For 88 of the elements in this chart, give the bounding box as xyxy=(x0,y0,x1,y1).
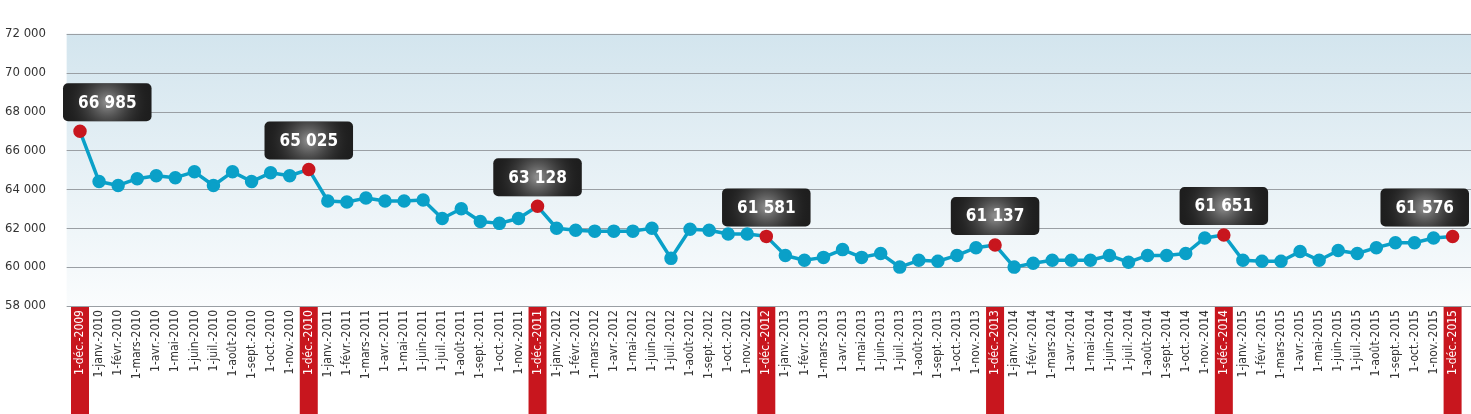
data-label: 65 025 xyxy=(279,129,339,150)
x-tick-label: 1-juil.-2012 xyxy=(663,310,678,372)
x-tick-label: 1-févr.-2012 xyxy=(567,310,582,376)
x-tick-label: 1-janv.-2011 xyxy=(319,310,334,378)
x-tick-label: 1-janv.-2014 xyxy=(1006,309,1021,378)
x-tick-label: 1-juil.-2011 xyxy=(434,310,449,372)
x-tick-label: 1-sept.-2014 xyxy=(1158,309,1173,379)
x-tick-label: 1-janv.-2010 xyxy=(91,309,106,378)
x-tick-label: 1-avr.-2013 xyxy=(834,310,849,372)
x-tick-label: 1-mars-2012 xyxy=(586,310,601,380)
x-tick-label: 1-janv.-2012 xyxy=(548,310,563,378)
x-tick-label: 1-juin-2013 xyxy=(872,310,887,372)
x-tick-label: 1-oct.-2011 xyxy=(491,310,506,373)
x-tick-label: 1-août-2014 xyxy=(1139,309,1154,377)
x-tick-label: 1-avr.-2011 xyxy=(377,310,392,372)
x-tick-label: 1-nov.-2015 xyxy=(1425,310,1440,375)
x-tick-label: 1-oct.-2013 xyxy=(949,310,964,373)
x-tick-label: 1-nov.-2012 xyxy=(739,310,754,375)
x-tick-label: 1-déc.-2013 xyxy=(987,310,1002,375)
x-tick-label: 1-févr.-2013 xyxy=(796,310,811,376)
x-tick-label: 1-avr.-2010 xyxy=(148,309,163,372)
x-tick-label: 1-oct.-2014 xyxy=(1177,309,1192,373)
x-tick-label: 1-juil.-2014 xyxy=(1120,309,1135,372)
x-tick-label: 1-oct.-2012 xyxy=(720,310,735,373)
x-tick-label: 1-déc.-2014 xyxy=(1215,309,1230,375)
x-tick-label: 1-avr.-2012 xyxy=(605,310,620,372)
x-tick-label: 1-déc.-2015 xyxy=(1444,310,1459,375)
x-tick-label: 1-mars-2010 xyxy=(129,309,144,380)
y-tick-label: 60 000 xyxy=(5,258,46,274)
x-tick-label: 1-févr.-2011 xyxy=(339,310,354,376)
data-label: 63 128 xyxy=(508,166,567,187)
y-tick-label: 64 000 xyxy=(5,180,46,196)
x-tick-label: 1-août-2015 xyxy=(1368,310,1383,377)
y-tick-label: 70 000 xyxy=(5,64,46,80)
x-tick-label: 1-oct.-2010 xyxy=(262,309,277,373)
data-label: 61 137 xyxy=(965,205,1025,226)
x-tick-label: 1-juin-2011 xyxy=(415,310,430,372)
x-tick-label: 1-févr.-2010 xyxy=(110,309,125,376)
data-label: 66 985 xyxy=(78,91,137,112)
x-tick-label: 1-juil.-2015 xyxy=(1349,310,1364,372)
y-tick-label: 62 000 xyxy=(5,219,46,235)
x-tick-label: 1-avr.-2015 xyxy=(1292,310,1307,372)
x-tick-label: 1-mai-2015 xyxy=(1311,310,1326,373)
x-tick-label: 1-nov.-2011 xyxy=(510,310,525,375)
x-tick-label: 1-nov.-2014 xyxy=(1196,309,1211,375)
y-tick-label: 68 000 xyxy=(5,102,46,118)
data-label: 61 581 xyxy=(737,196,796,217)
x-tick-label: 1-août-2011 xyxy=(453,310,468,377)
x-tick-label: 1-mars-2015 xyxy=(1273,310,1288,380)
x-tick-label: 1-mars-2014 xyxy=(1044,309,1059,380)
x-tick-label: 1-nov.-2010 xyxy=(281,309,296,375)
x-tick-label: 1-oct.-2015 xyxy=(1406,310,1421,373)
x-tick-label: 1-janv.-2015 xyxy=(1235,310,1250,378)
y-tick-label: 66 000 xyxy=(5,141,46,157)
x-tick-label: 1-févr.-2015 xyxy=(1254,310,1269,376)
x-tick-label: 1-août-2010 xyxy=(224,309,239,377)
x-tick-label: 1-mars-2013 xyxy=(815,310,830,380)
x-tick-label: 1-mai-2014 xyxy=(1082,309,1097,373)
x-tick-label: 1-sept.-2012 xyxy=(701,310,716,379)
x-tick-label: 1-avr.-2014 xyxy=(1063,309,1078,372)
x-tick-label: 1-juin-2015 xyxy=(1330,310,1345,372)
y-tick-label: 72 000 xyxy=(5,25,46,41)
x-tick-label: 1-juil.-2013 xyxy=(891,310,906,372)
x-tick-label: 1-févr.-2014 xyxy=(1025,309,1040,376)
x-tick-label: 1-déc.-2009 xyxy=(72,309,87,375)
x-tick-label: 1-sept.-2011 xyxy=(472,310,487,379)
x-tick-label: 1-déc.-2010 xyxy=(300,309,315,375)
x-tick-label: 1-juil.-2010 xyxy=(205,309,220,372)
data-label: 61 576 xyxy=(1395,196,1454,217)
x-tick-label: 1-mai-2013 xyxy=(853,310,868,373)
x-tick-label: 1-nov.-2013 xyxy=(968,310,983,375)
x-tick-label: 1-déc.-2011 xyxy=(529,310,544,375)
x-tick-label: 1-août-2013 xyxy=(910,310,925,377)
x-tick-label: 1-sept.-2015 xyxy=(1387,310,1402,379)
x-tick-label: 1-sept.-2013 xyxy=(930,310,944,379)
x-tick-label: 1-août-2012 xyxy=(682,310,697,377)
x-tick-label: 1-janv.-2013 xyxy=(777,310,792,378)
x-tick-label: 1-sept.-2010 xyxy=(243,309,258,379)
data-label: 61 651 xyxy=(1194,195,1254,216)
x-tick-label: 1-déc.-2012 xyxy=(758,310,773,375)
x-tick-label: 1-juin-2012 xyxy=(644,310,659,372)
x-tick-label: 1-mai-2011 xyxy=(396,310,411,373)
x-tick-label: 1-mars-2011 xyxy=(358,310,373,380)
x-tick-label: 1-juin-2014 xyxy=(1101,309,1116,372)
x-tick-label: 1-mai-2010 xyxy=(167,309,182,373)
x-tick-label: 1-juin-2010 xyxy=(186,309,201,372)
x-tick-label: 1-mai-2012 xyxy=(624,310,639,373)
y-tick-label: 58 000 xyxy=(5,297,46,313)
